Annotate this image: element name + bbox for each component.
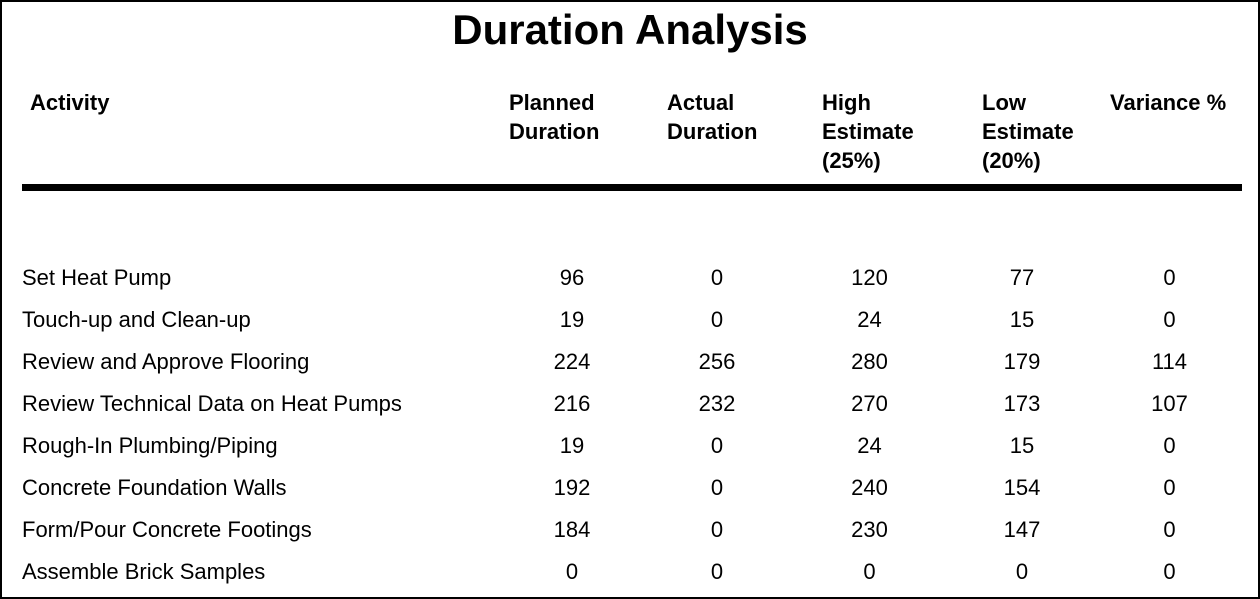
table-row: Form/Pour Concrete Footings 184 0 230 14… xyxy=(22,509,1242,551)
variance-cell: 0 xyxy=(1163,559,1176,584)
low-estimate-cell: 154 xyxy=(1003,475,1041,500)
table-row: Assemble Brick Samples 0 0 0 0 0 xyxy=(22,551,1242,593)
variance-cell: 0 xyxy=(1163,517,1176,542)
activity-cell: Set Heat Pump xyxy=(22,265,172,290)
column-header-activity: Activity xyxy=(22,88,502,191)
column-header-variance-label: Variance % xyxy=(1110,90,1227,115)
planned-duration-cell: 224 xyxy=(553,349,591,374)
variance-cell: 0 xyxy=(1163,475,1176,500)
planned-duration-cell: 19 xyxy=(559,433,585,458)
high-estimate-cell: 120 xyxy=(851,265,888,290)
column-header-low-estimate: Low Estimate (20%) xyxy=(947,88,1097,191)
planned-duration-cell: 216 xyxy=(553,391,591,416)
actual-duration-cell: 0 xyxy=(710,265,724,290)
column-header-variance: Variance % xyxy=(1097,88,1242,191)
activity-cell: Assemble Brick Samples xyxy=(22,559,266,584)
table-row: Review Technical Data on Heat Pumps 216 … xyxy=(22,383,1242,425)
column-header-high-estimate: High Estimate (25%) xyxy=(792,88,947,191)
planned-duration-cell: 96 xyxy=(559,265,585,290)
low-estimate-cell: 15 xyxy=(1009,307,1035,332)
variance-cell: 114 xyxy=(1151,349,1188,374)
high-estimate-cell: 0 xyxy=(863,559,876,584)
table-body: Set Heat Pump 96 0 120 77 0 Touch-up and… xyxy=(22,257,1242,593)
activity-cell: Form/Pour Concrete Footings xyxy=(22,517,312,542)
actual-duration-cell: 232 xyxy=(698,391,736,416)
column-header-actual-label: Actual Duration xyxy=(667,90,758,144)
high-estimate-cell: 24 xyxy=(857,433,882,458)
low-estimate-cell: 179 xyxy=(1003,349,1041,374)
planned-duration-cell: 184 xyxy=(553,517,591,542)
high-estimate-cell: 24 xyxy=(857,307,882,332)
activity-cell: Rough-In Plumbing/Piping xyxy=(22,433,278,458)
high-estimate-cell: 270 xyxy=(851,391,888,416)
activity-cell: Concrete Foundation Walls xyxy=(22,475,287,500)
duration-analysis-table: Activity Planned Duration Actual Duratio… xyxy=(22,88,1242,593)
planned-duration-cell: 0 xyxy=(565,559,579,584)
column-header-planned-label: Planned Duration xyxy=(509,90,600,144)
high-estimate-cell: 240 xyxy=(851,475,888,500)
table-row: Rough-In Plumbing/Piping 19 0 24 15 0 xyxy=(22,425,1242,467)
table-row: Touch-up and Clean-up 19 0 24 15 0 xyxy=(22,299,1242,341)
column-header-actual-duration: Actual Duration xyxy=(642,88,792,191)
actual-duration-cell: 0 xyxy=(710,475,724,500)
variance-cell: 0 xyxy=(1163,307,1176,332)
actual-duration-cell: 0 xyxy=(710,307,724,332)
activity-cell: Review Technical Data on Heat Pumps xyxy=(22,391,402,416)
activity-cell: Review and Approve Flooring xyxy=(22,349,310,374)
activity-cell: Touch-up and Clean-up xyxy=(22,307,251,332)
table-row: Set Heat Pump 96 0 120 77 0 xyxy=(22,257,1242,299)
low-estimate-cell: 77 xyxy=(1009,265,1035,290)
high-estimate-cell: 280 xyxy=(851,349,888,374)
variance-cell: 0 xyxy=(1163,265,1176,290)
variance-cell: 107 xyxy=(1151,391,1188,416)
column-header-low-label: Low Estimate (20%) xyxy=(982,90,1074,173)
column-header-high-label: High Estimate (25%) xyxy=(822,90,914,173)
low-estimate-cell: 15 xyxy=(1009,433,1035,458)
actual-duration-cell: 256 xyxy=(698,349,736,374)
column-header-activity-label: Activity xyxy=(30,90,110,115)
table-row: Review and Approve Flooring 224 256 280 … xyxy=(22,341,1242,383)
column-header-planned-duration: Planned Duration xyxy=(502,88,642,191)
variance-cell: 0 xyxy=(1163,433,1176,458)
planned-duration-cell: 19 xyxy=(559,307,585,332)
planned-duration-cell: 192 xyxy=(553,475,591,500)
actual-duration-cell: 0 xyxy=(710,433,724,458)
low-estimate-cell: 147 xyxy=(1003,517,1041,542)
low-estimate-cell: 0 xyxy=(1015,559,1029,584)
page-title: Duration Analysis xyxy=(452,6,808,53)
low-estimate-cell: 173 xyxy=(1003,391,1041,416)
actual-duration-cell: 0 xyxy=(710,559,724,584)
spacer-row xyxy=(22,188,1242,258)
table-row: Concrete Foundation Walls 192 0 240 154 … xyxy=(22,467,1242,509)
high-estimate-cell: 230 xyxy=(851,517,888,542)
header-row: Activity Planned Duration Actual Duratio… xyxy=(22,88,1242,191)
table-header: Activity Planned Duration Actual Duratio… xyxy=(22,88,1242,191)
actual-duration-cell: 0 xyxy=(710,517,724,542)
